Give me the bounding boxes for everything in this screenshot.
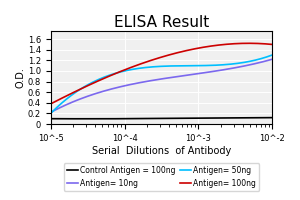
Title: ELISA Result: ELISA Result	[114, 15, 209, 30]
Y-axis label: O.D.: O.D.	[15, 67, 25, 88]
Legend: Control Antigen = 100ng, Antigen= 10ng, Antigen= 50ng, Antigen= 100ng: Control Antigen = 100ng, Antigen= 10ng, …	[64, 163, 259, 191]
X-axis label: Serial  Dilutions  of Antibody: Serial Dilutions of Antibody	[92, 146, 231, 156]
